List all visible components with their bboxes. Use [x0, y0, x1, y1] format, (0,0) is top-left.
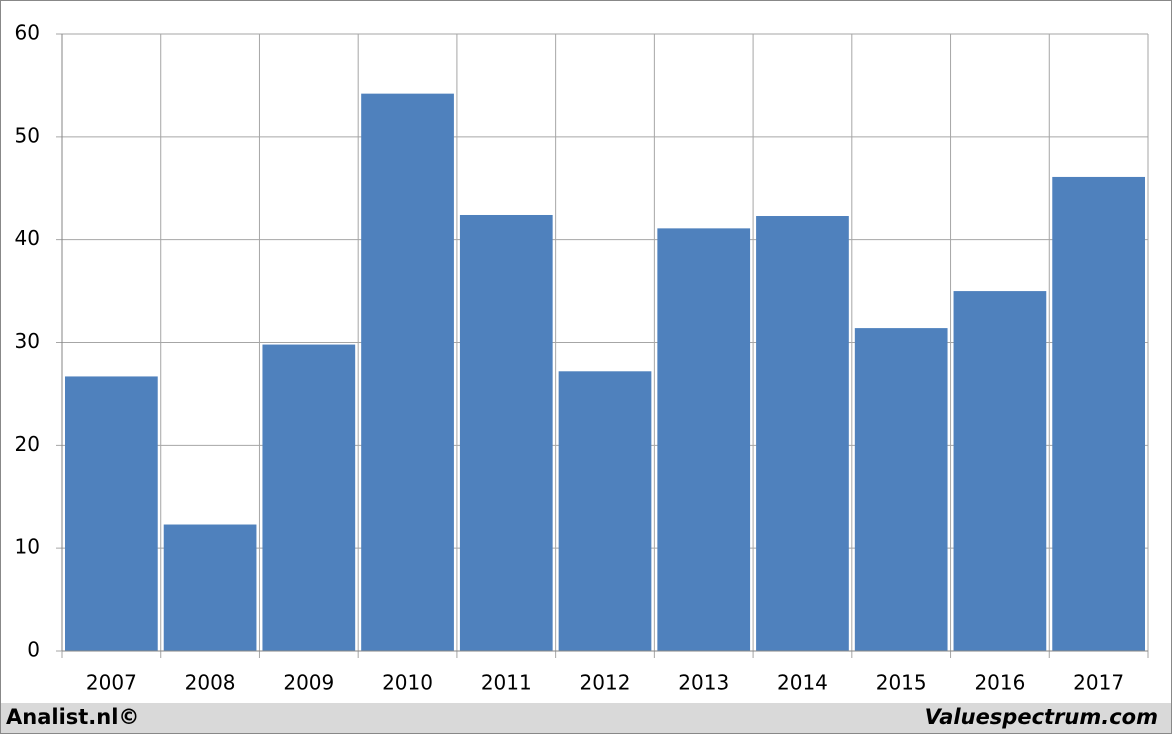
x-tick-label: 2017 [1073, 671, 1124, 695]
x-tick-label: 2009 [283, 671, 334, 695]
y-tick-label: 0 [27, 638, 40, 662]
y-tick-label: 20 [15, 432, 40, 456]
bar [1052, 176, 1145, 651]
footer-band [1, 703, 1171, 733]
x-tick-label: 2012 [580, 671, 631, 695]
y-tick-label: 30 [15, 329, 40, 353]
x-tick-label: 2008 [185, 671, 236, 695]
y-tick-label: 50 [15, 123, 40, 147]
bar [854, 328, 948, 651]
y-tick-label: 40 [15, 226, 40, 250]
x-tick-label: 2014 [777, 671, 828, 695]
bar [953, 291, 1047, 651]
bar [163, 524, 257, 651]
bar [361, 93, 454, 652]
x-tick-label: 2013 [678, 671, 729, 695]
bar [262, 344, 356, 651]
bar [459, 214, 553, 651]
bar [756, 216, 849, 651]
x-tick-label: 2016 [974, 671, 1025, 695]
y-tick-label: 10 [15, 535, 40, 559]
footer-right: Valuespectrum.com [925, 705, 1158, 729]
x-tick-label: 2015 [876, 671, 927, 695]
x-tick-label: 2011 [481, 671, 532, 695]
bar [65, 376, 158, 651]
bar [558, 371, 652, 651]
x-tick-label: 2007 [86, 671, 137, 695]
x-tick-label: 2010 [382, 671, 433, 695]
bar [657, 228, 751, 652]
y-tick-label: 60 [15, 21, 40, 45]
footer-left: Analist.nl© [6, 705, 139, 729]
